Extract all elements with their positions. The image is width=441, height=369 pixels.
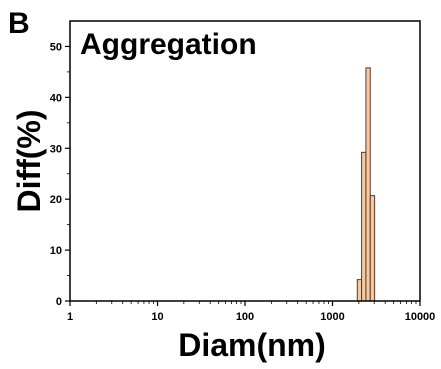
y-tick-label-1: 10 <box>50 245 62 257</box>
histogram-bar-3 <box>369 195 376 302</box>
y-tick-label-2: 20 <box>50 194 62 206</box>
x-axis-ticks: 1 10 100 1000 10000 <box>67 301 435 323</box>
histogram-bar-0 <box>356 279 363 302</box>
y-tick-label-0: 0 <box>56 296 62 308</box>
y-axis-ticks: 0 10 20 30 40 50 <box>50 41 70 308</box>
histogram-bar-2 <box>365 67 371 302</box>
y-tick-label-4: 40 <box>50 92 62 104</box>
x-tick-label-2: 100 <box>236 311 254 323</box>
y-axis-title: Diff(%) <box>11 109 47 212</box>
x-tick-label-4: 10000 <box>405 311 436 323</box>
panel-label: B <box>8 7 30 40</box>
histogram-bar-1 <box>361 151 367 302</box>
x-axis-title: Diam(nm) <box>178 327 326 363</box>
x-tick-label-1: 10 <box>151 311 163 323</box>
y-tick-label-5: 50 <box>50 41 62 53</box>
x-tick-label-3: 1000 <box>320 311 344 323</box>
histogram-bars <box>356 67 376 302</box>
y-tick-label-3: 30 <box>50 143 62 155</box>
chart-title: Aggregation <box>80 28 257 61</box>
x-tick-label-0: 1 <box>67 311 73 323</box>
